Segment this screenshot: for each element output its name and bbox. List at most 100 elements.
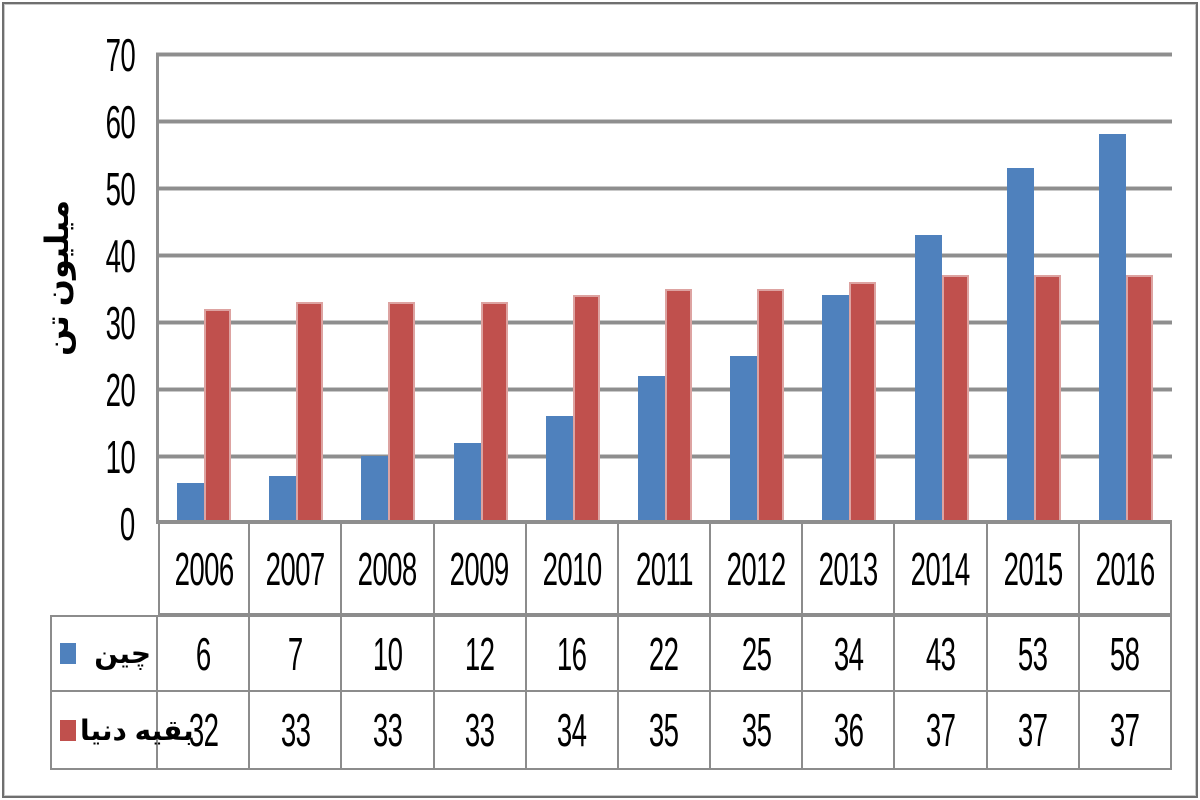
x-axis-baseline: [156, 520, 1172, 524]
bar-rest-of-world-2013: [849, 281, 877, 523]
cell-value: 37: [925, 704, 956, 756]
y-tick-value: 60: [105, 96, 135, 148]
y-tick-label-60: 60: [0, 96, 135, 148]
bar-rest-of-world-2006: [204, 308, 232, 523]
cell-value: 33: [464, 704, 495, 756]
x-category-cell-2006: 2006: [158, 524, 251, 615]
value-cell-rest-of-world-2008: 33: [342, 692, 435, 770]
legend-label: بقیه دنیا: [80, 714, 194, 746]
cell-value: 2015: [1003, 542, 1063, 595]
y-gridline-50: [156, 187, 1172, 190]
y-tick-label-40: 40: [0, 230, 135, 282]
cell-value: 2010: [542, 542, 602, 595]
bar-rest-of-world-2011: [665, 288, 692, 523]
x-category-cell-2014: 2014: [895, 524, 988, 615]
y-gridline-60: [156, 120, 1172, 123]
value-cell-rest-of-world-2007: 33: [250, 692, 343, 770]
bar-rest-of-world-2009: [480, 301, 508, 523]
y-tick-value: 30: [105, 297, 135, 349]
y-gridline-30: [156, 321, 1172, 324]
cell-value: 6: [195, 627, 211, 680]
cell-value: 12: [464, 627, 495, 680]
cell-value: 58: [1110, 627, 1140, 680]
cell-value: 32: [188, 704, 218, 756]
bar-rest-of-world-2008: [388, 301, 416, 523]
bar-china-2013: [822, 295, 850, 523]
bar-china-2012: [730, 355, 758, 523]
x-category-cell-2013: 2013: [803, 524, 896, 615]
value-cell-rest-of-world-2014: 37: [895, 692, 988, 770]
cell-value: 33: [372, 704, 403, 756]
y-tick-label-10: 10: [0, 431, 135, 483]
cell-value: 43: [925, 627, 956, 680]
y-tick-value: 40: [105, 230, 135, 282]
cell-value: 16: [557, 627, 587, 680]
bar-rest-of-world-2012: [757, 288, 785, 523]
bar-rest-of-world-2010: [572, 295, 600, 523]
cell-value: 22: [649, 627, 679, 680]
x-category-cell-2015: 2015: [987, 524, 1080, 615]
legend-cell-china: چین: [50, 615, 158, 692]
cell-value: 35: [741, 704, 771, 756]
cell-value: 34: [557, 704, 587, 756]
cell-value: 2012: [726, 542, 787, 595]
bar-china-2007: [269, 476, 297, 523]
x-category-cell-2010: 2010: [526, 524, 619, 615]
cell-value: 25: [741, 627, 771, 680]
bar-china-2014: [914, 234, 942, 523]
y-tick-value: 0: [120, 498, 135, 550]
x-category-cell-2007: 2007: [250, 524, 343, 615]
bar-china-2008: [361, 456, 389, 523]
cell-value: 35: [649, 704, 679, 756]
cell-value: 34: [833, 627, 864, 680]
value-cell-china-2011: 22: [618, 615, 712, 692]
cell-value: 53: [1017, 627, 1048, 680]
y-gridline-70: [156, 53, 1172, 56]
y-gridline-40: [156, 254, 1172, 257]
cell-value: 37: [1110, 704, 1140, 756]
bar-china-2010: [545, 415, 573, 523]
x-category-cell-2008: 2008: [342, 524, 435, 615]
y-tick-label-30: 30: [0, 297, 135, 349]
value-cell-rest-of-world-2015: 37: [987, 692, 1080, 770]
bar-china-2016: [1098, 134, 1126, 523]
value-cell-rest-of-world-2012: 35: [711, 692, 804, 770]
x-category-cell-2012: 2012: [711, 524, 804, 615]
bar-china-2006: [177, 482, 205, 523]
cell-value: 2007: [265, 542, 326, 595]
x-category-cell-2009: 2009: [434, 524, 527, 615]
cell-value: 7: [287, 627, 303, 680]
legend-swatch-china: [60, 643, 76, 664]
legend-cell-rest-of-world: بقیه دنیا: [50, 692, 194, 770]
value-cell-china-2013: 34: [803, 615, 896, 692]
value-cell-rest-of-world-2006: 32: [158, 692, 251, 770]
value-cell-china-2009: 12: [434, 615, 527, 692]
bar-china-2015: [1006, 167, 1034, 523]
cell-value: 2013: [818, 542, 879, 595]
y-tick-label-20: 20: [0, 364, 135, 416]
y-tick-value: 70: [105, 29, 135, 81]
value-cell-rest-of-world-2016: 37: [1079, 692, 1172, 770]
cell-value: 10: [372, 627, 403, 680]
y-tick-label-0: 0: [0, 498, 135, 550]
bar-rest-of-world-2015: [1033, 275, 1061, 523]
cell-value: 37: [1017, 704, 1048, 756]
cell-value: 2009: [450, 542, 510, 595]
y-tick-value: 10: [105, 431, 135, 483]
legend-label: چین: [94, 638, 151, 669]
cell-value: 2016: [1095, 542, 1155, 595]
value-cell-china-2016: 58: [1079, 615, 1172, 692]
legend-swatch-rest-of-world: [60, 719, 76, 741]
cell-value: 2006: [174, 542, 235, 595]
y-tick-value: 20: [105, 364, 135, 416]
cell-value: 36: [833, 704, 864, 756]
bar-china-2009: [453, 442, 481, 523]
bar-rest-of-world-2016: [1125, 275, 1153, 523]
value-cell-china-2012: 25: [711, 615, 804, 692]
bar-china-2011: [638, 375, 665, 523]
value-cell-china-2007: 7: [250, 615, 343, 692]
value-cell-china-2006: 6: [158, 615, 251, 692]
y-axis-line: [156, 55, 159, 524]
